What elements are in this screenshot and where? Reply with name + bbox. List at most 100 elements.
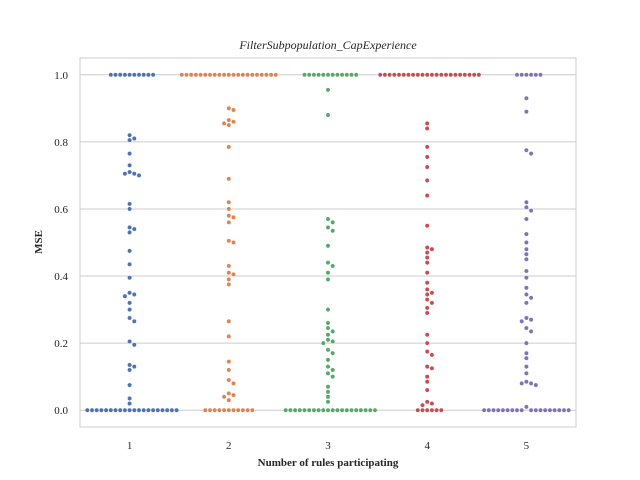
- x-tick-label: 4: [424, 440, 430, 452]
- x-tick-label: 1: [127, 440, 133, 452]
- data-point: [325, 87, 331, 93]
- data-point: [424, 245, 430, 250]
- data-point: [131, 171, 137, 177]
- data-point: [164, 407, 170, 413]
- data-point: [226, 318, 232, 324]
- data-point: [127, 248, 133, 254]
- y-axis-label: MSE: [33, 230, 45, 254]
- data-point: [396, 72, 402, 78]
- data-point: [424, 144, 430, 150]
- data-point: [528, 208, 534, 214]
- data-point: [424, 126, 430, 131]
- data-point: [263, 72, 269, 78]
- data-point: [524, 379, 529, 385]
- data-point: [127, 382, 133, 388]
- data-point: [424, 223, 430, 229]
- data-point: [424, 407, 430, 413]
- data-point: [330, 219, 336, 225]
- data-point: [283, 407, 289, 413]
- y-tick-labels: 0.0 0.2 0.4 0.6 0.8 1.0: [54, 70, 68, 417]
- data-point: [344, 72, 350, 78]
- data-point: [538, 407, 543, 413]
- data-point: [424, 250, 430, 255]
- data-point: [231, 380, 236, 386]
- data-point: [226, 359, 232, 364]
- data-point: [528, 295, 534, 301]
- data-point: [127, 307, 133, 312]
- data-point: [405, 72, 411, 78]
- data-point: [292, 407, 298, 413]
- data-point: [127, 230, 133, 235]
- data-point: [311, 407, 317, 413]
- data-point: [127, 275, 133, 281]
- data-point: [420, 72, 425, 78]
- data-point: [311, 72, 317, 78]
- data-point: [320, 340, 326, 346]
- data-point: [424, 280, 430, 286]
- data-point: [145, 72, 151, 78]
- data-point: [325, 394, 331, 400]
- data-point: [325, 72, 331, 78]
- data-point: [221, 72, 227, 78]
- data-point: [226, 122, 232, 128]
- data-point: [538, 72, 543, 78]
- data-point: [424, 193, 430, 198]
- data-point: [122, 407, 128, 413]
- data-point: [325, 407, 331, 413]
- data-point: [524, 300, 529, 306]
- data-point: [524, 315, 529, 321]
- data-point: [325, 260, 331, 266]
- data-point: [325, 276, 331, 282]
- data-point: [235, 407, 241, 413]
- data-point: [306, 407, 312, 413]
- data-point: [325, 399, 331, 405]
- data-point: [127, 367, 133, 373]
- data-point: [221, 407, 227, 413]
- data-point: [127, 162, 133, 168]
- data-point: [438, 407, 444, 413]
- data-point: [330, 374, 336, 380]
- data-point: [113, 72, 118, 78]
- data-point: [429, 352, 435, 358]
- data-point: [519, 318, 525, 324]
- data-point: [434, 407, 439, 413]
- data-point: [533, 407, 539, 413]
- data-point: [131, 136, 137, 141]
- data-point: [226, 199, 232, 205]
- data-point: [131, 364, 137, 370]
- data-point: [377, 72, 383, 78]
- data-point: [339, 72, 345, 78]
- data-point: [524, 147, 529, 153]
- data-point: [410, 72, 416, 78]
- data-point: [316, 72, 321, 78]
- data-point: [127, 339, 133, 344]
- data-point: [524, 199, 529, 205]
- chart-title: FilterSubpopulation_CapExperience: [238, 38, 417, 52]
- x-tick-labels: 1 2 3 4 5: [127, 440, 530, 452]
- data-point: [94, 407, 100, 413]
- data-point: [330, 339, 336, 344]
- data-point: [127, 300, 133, 306]
- data-point: [122, 72, 128, 78]
- data-point: [424, 292, 430, 297]
- data-point: [524, 204, 529, 210]
- data-point: [127, 72, 133, 78]
- data-point: [429, 401, 435, 406]
- data-point: [127, 225, 133, 230]
- data-point: [434, 72, 439, 78]
- data-point: [216, 407, 222, 413]
- data-point: [127, 151, 133, 157]
- data-point: [320, 72, 326, 78]
- data-point: [524, 268, 529, 274]
- data-point: [519, 407, 525, 413]
- plot-frame: [79, 57, 577, 428]
- data-point: [330, 72, 336, 78]
- data-point: [136, 407, 142, 413]
- data-point: [231, 214, 236, 220]
- data-point: [424, 164, 430, 170]
- data-point: [231, 407, 236, 413]
- data-point: [528, 317, 534, 323]
- data-point: [193, 72, 199, 78]
